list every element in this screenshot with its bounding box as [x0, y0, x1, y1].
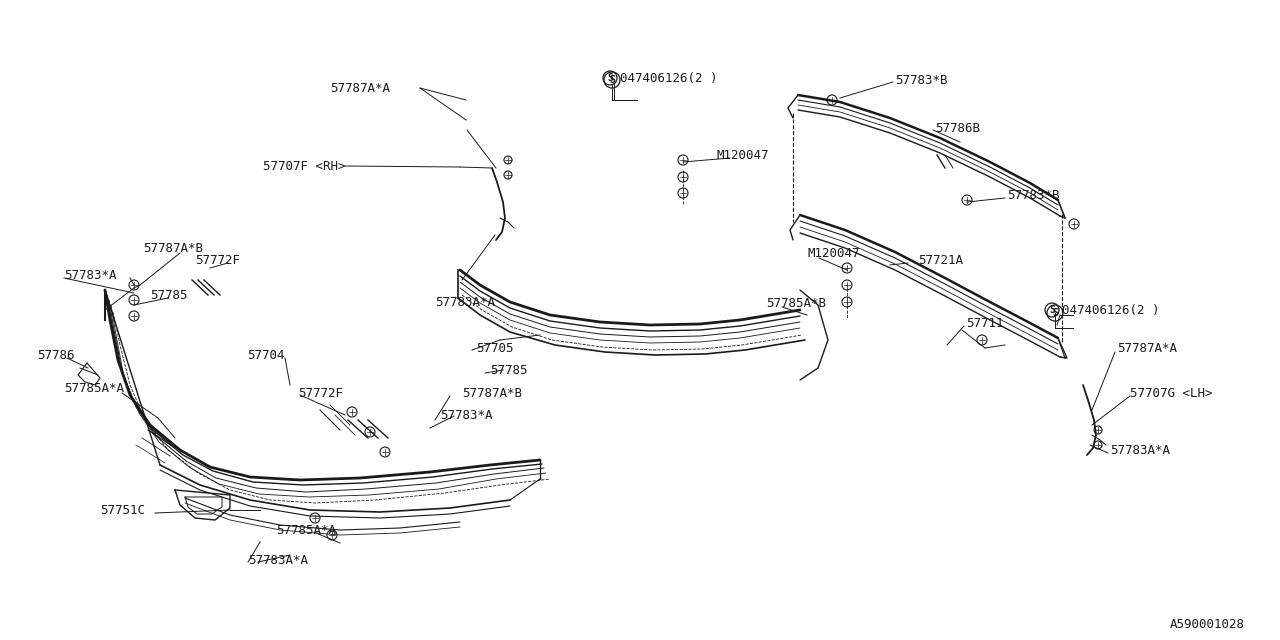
Text: 57711: 57711 — [966, 317, 1004, 330]
Text: S: S — [609, 75, 614, 85]
Text: 047406126(2 ): 047406126(2 ) — [620, 72, 718, 84]
Text: 047406126(2 ): 047406126(2 ) — [1062, 303, 1160, 317]
Text: 57772F: 57772F — [298, 387, 343, 399]
Text: 57707F <RH>: 57707F <RH> — [262, 159, 346, 173]
Text: 57786B: 57786B — [934, 122, 980, 134]
Text: 57787A*B: 57787A*B — [462, 387, 522, 399]
Text: 57787A*A: 57787A*A — [1117, 342, 1178, 355]
Text: S: S — [1050, 305, 1055, 315]
Text: 57751C: 57751C — [100, 504, 145, 516]
Text: 57785: 57785 — [490, 364, 527, 376]
Text: 57785: 57785 — [150, 289, 187, 301]
Text: 57707G <LH>: 57707G <LH> — [1130, 387, 1212, 399]
Text: 57785A*A: 57785A*A — [276, 524, 337, 536]
Text: 57783*B: 57783*B — [1007, 189, 1060, 202]
Text: 57783A*A: 57783A*A — [1110, 444, 1170, 456]
Text: M120047: M120047 — [806, 246, 859, 259]
Text: M120047: M120047 — [716, 148, 768, 161]
Text: 57704: 57704 — [247, 349, 284, 362]
Text: A590001028: A590001028 — [1170, 618, 1245, 632]
Text: 57783*A: 57783*A — [64, 269, 116, 282]
Text: 57783*A: 57783*A — [440, 408, 493, 422]
Text: 57785A*B: 57785A*B — [765, 296, 826, 310]
Text: 57783A*A: 57783A*A — [248, 554, 308, 566]
Text: 57785A*A: 57785A*A — [64, 381, 124, 394]
Text: 57787A*B: 57787A*B — [143, 241, 204, 255]
Text: 57783A*A: 57783A*A — [435, 296, 495, 308]
Text: 57721A: 57721A — [918, 253, 963, 266]
Text: 57772F: 57772F — [195, 253, 241, 266]
Text: 57705: 57705 — [476, 342, 513, 355]
Text: 57786: 57786 — [37, 349, 74, 362]
Text: 57787A*A: 57787A*A — [330, 81, 390, 95]
Text: 57783*B: 57783*B — [895, 74, 947, 86]
Text: S: S — [1052, 308, 1059, 318]
Text: S: S — [607, 73, 613, 83]
